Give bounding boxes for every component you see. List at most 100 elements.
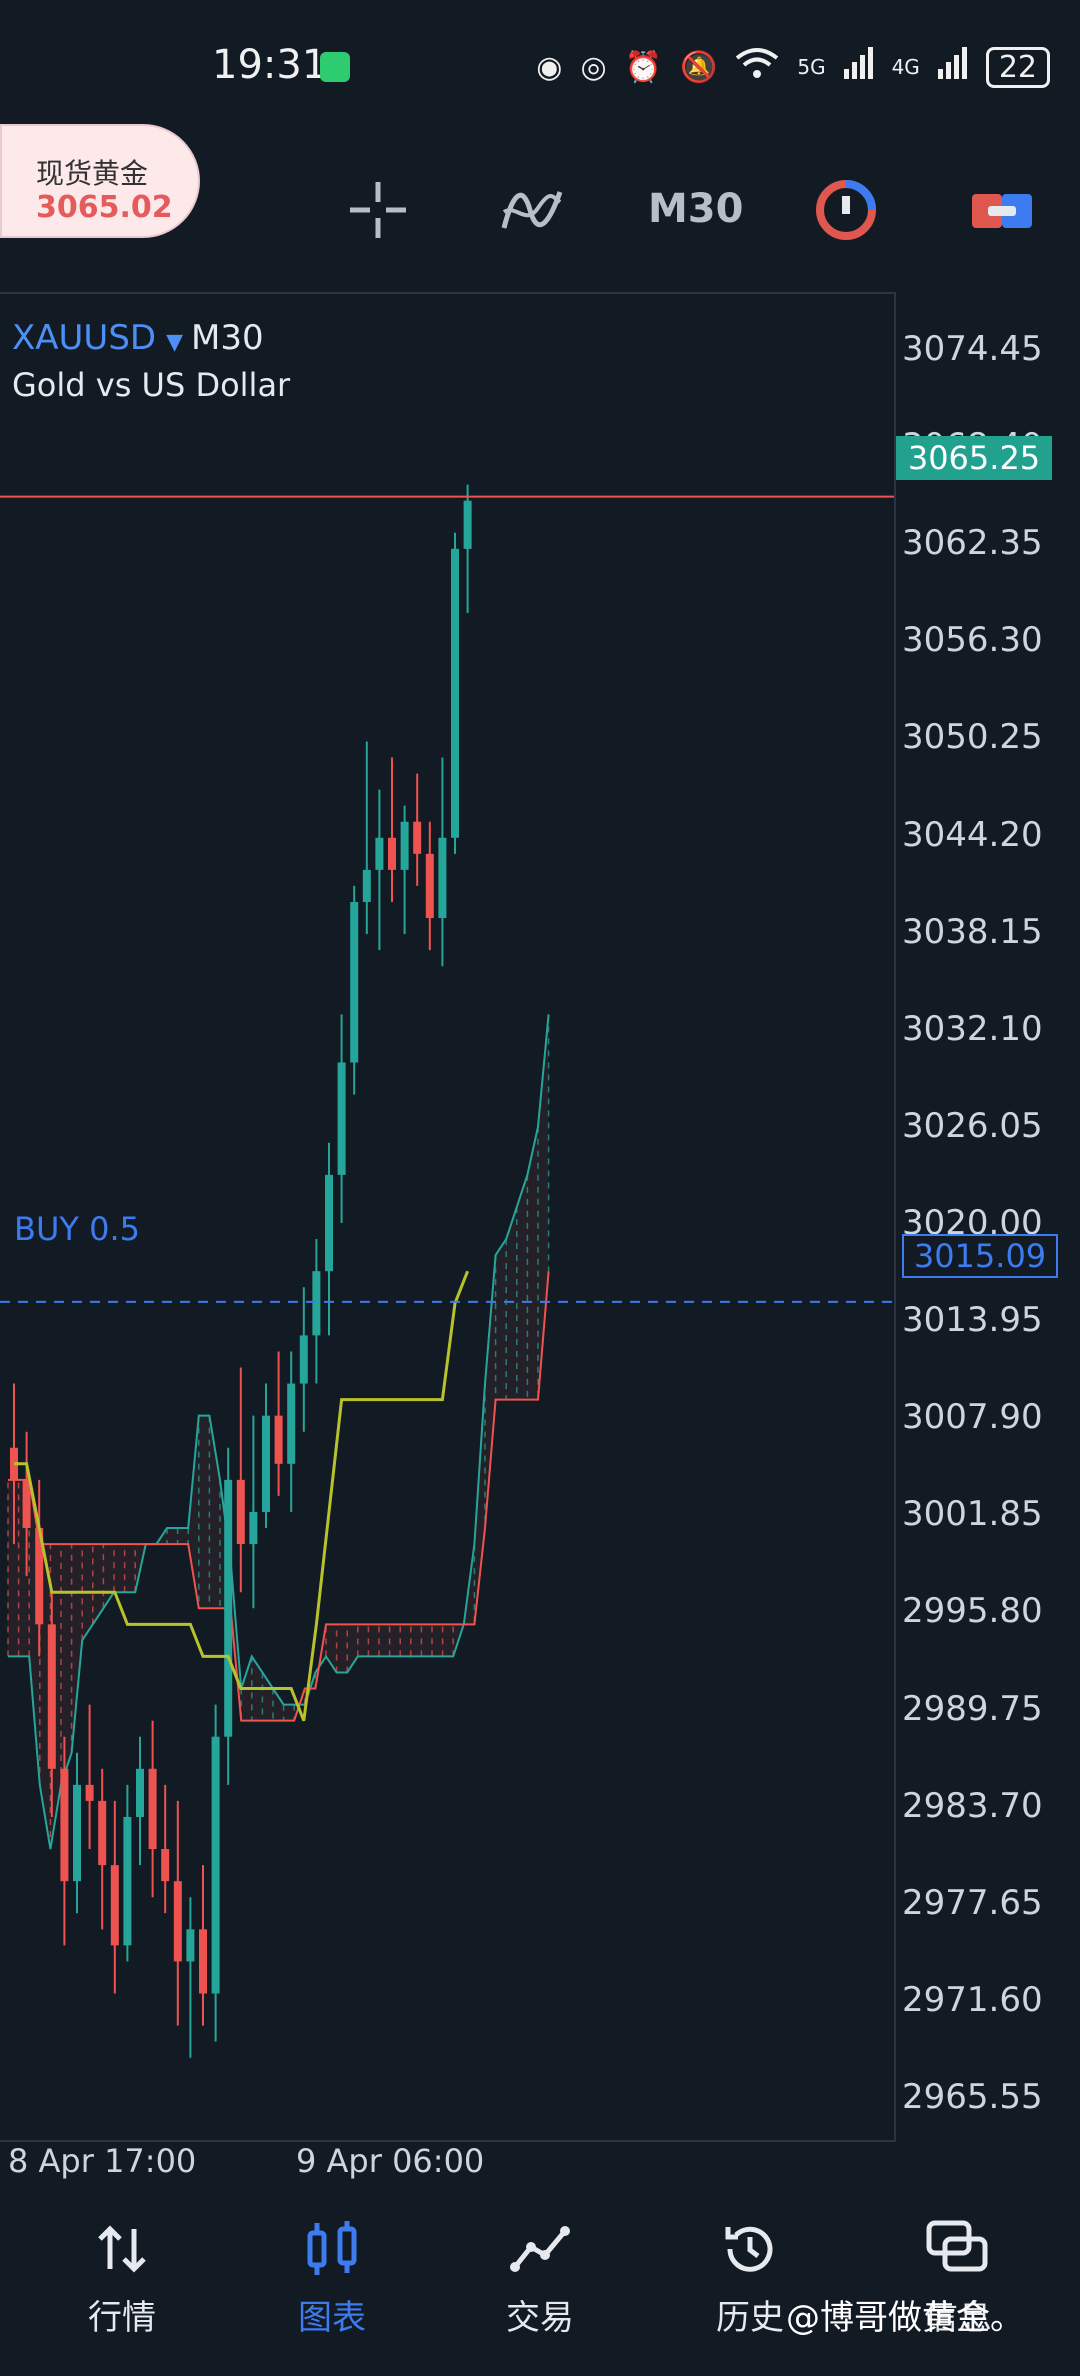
candle-body [438, 837, 447, 919]
candle-body [325, 1174, 333, 1272]
candle-body [274, 1415, 283, 1464]
buy-order-price-tag[interactable]: 3015.09 [902, 1234, 1058, 1278]
battery-indicator: 22 [985, 46, 1050, 88]
bottom-nav: 行情 图表 交易 历史 信息 [0, 2200, 1080, 2376]
ichimoku-cloud [8, 1014, 549, 1850]
candle-body [463, 500, 472, 549]
nav-history-label: 历史 [716, 2298, 784, 2338]
messages-icon [926, 2220, 988, 2272]
status-icons: ◉ ◎ ⏰ 🔕 5G 4G 22 [536, 46, 1050, 88]
price-tick-label: 3056.30 [902, 620, 1043, 661]
candle-body [35, 1528, 44, 1625]
time-label-0: 8 Apr 17:00 [8, 2142, 197, 2180]
symbol-price: 3065.02 [36, 190, 173, 225]
symbol-name: 现货黄金 [36, 157, 149, 190]
nav-history[interactable]: 历史 [680, 2214, 820, 2339]
symbol-dropdown-icon[interactable]: ▼ [166, 330, 184, 355]
signal-bars-2-icon [937, 47, 968, 87]
price-tick-label: 3050.25 [902, 717, 1043, 758]
chart-toolbar: 现货黄金 3065.02 M30 [0, 110, 1080, 290]
alarm-icon: ⏰ [624, 49, 662, 85]
candle-body [85, 1784, 94, 1801]
candle-body [262, 1415, 270, 1512]
current-price-tag: 3065.25 [896, 436, 1052, 480]
chart-type-icon [816, 180, 876, 240]
trade-toggle-icon [972, 194, 1032, 228]
price-tick-label: 2989.75 [902, 1688, 1043, 1729]
candle-body [199, 1929, 207, 1994]
data-saver-icon: ◉ [536, 49, 563, 85]
candle-body [236, 1479, 245, 1545]
price-tick-label: 2983.70 [902, 1785, 1043, 1826]
trade-icon [510, 2226, 570, 2272]
price-tick-label: 3032.10 [902, 1008, 1043, 1049]
candle-body [425, 853, 434, 919]
kijun-sen-line [14, 1270, 469, 1722]
legend-description: Gold vs US Dollar [12, 366, 291, 404]
watermark: @博哥做黄金。 [786, 2298, 1024, 2338]
status-time: 19:31 [212, 42, 328, 88]
signal-4g-label: 4G [891, 55, 920, 79]
indicators-button[interactable] [492, 170, 572, 250]
candle-body [287, 1383, 296, 1464]
nav-messages[interactable]: 信息 [888, 2214, 1028, 2339]
price-chart[interactable] [0, 292, 894, 2138]
price-tick-label: 3062.35 [902, 523, 1043, 564]
wifi-icon [735, 46, 779, 88]
nav-quotes[interactable]: 行情 [52, 2214, 192, 2339]
candle-body [451, 548, 459, 838]
senkou-span-a-line [8, 1014, 550, 1850]
price-tick-label: 3026.05 [902, 1105, 1043, 1146]
candle-body [123, 1816, 132, 1946]
candle-body [299, 1335, 308, 1384]
candle-body [312, 1271, 321, 1336]
mute-icon: 🔕 [679, 49, 718, 85]
eye-icon: ◎ [580, 49, 607, 85]
price-tick-label: 2995.80 [902, 1591, 1043, 1632]
history-icon [725, 2226, 773, 2272]
price-tick-label: 3007.90 [902, 1397, 1043, 1438]
candle-body [148, 1768, 157, 1850]
candle-body [136, 1768, 144, 1817]
candle-body [173, 1881, 182, 1962]
crosshair-button[interactable] [338, 170, 418, 250]
candle-body [388, 837, 396, 870]
nav-chart[interactable]: 图表 [262, 2214, 402, 2339]
candle-body [211, 1736, 220, 1994]
senkou-span-b-line [8, 1271, 550, 1722]
symbol-card[interactable]: 现货黄金 3065.02 [0, 124, 200, 238]
candle-body [337, 1062, 346, 1175]
signal-bars-icon [843, 47, 874, 87]
candle-body [110, 1865, 119, 1946]
candle-body [22, 1479, 31, 1529]
price-tick-label: 2971.60 [902, 1979, 1043, 2020]
price-tick-label: 3038.15 [902, 911, 1043, 952]
price-tick-label: 3074.45 [902, 328, 1043, 369]
legend-symbol[interactable]: XAUUSD [12, 318, 157, 358]
nav-messages-label: 信息 [924, 2298, 992, 2338]
time-label-1: 9 Apr 06:00 [296, 2142, 485, 2180]
nav-chart-label: 图表 [298, 2298, 366, 2338]
candle-body [60, 1768, 69, 1882]
candle-body [375, 837, 384, 870]
hourglass-icon [320, 52, 350, 82]
trade-toggle-button[interactable] [962, 170, 1042, 250]
candle-body [350, 901, 359, 1063]
price-tick-label: 3001.85 [902, 1494, 1043, 1535]
buy-order-label[interactable]: BUY 0.5 [14, 1210, 140, 1248]
candle-body [161, 1849, 170, 1882]
price-tick-label: 2977.65 [902, 1882, 1043, 1923]
chart-type-button[interactable] [806, 170, 886, 250]
candle-body [400, 821, 409, 870]
chart-icon [307, 2221, 357, 2275]
candle-body [413, 821, 422, 854]
price-tick-label: 3044.20 [902, 814, 1043, 855]
nav-quotes-label: 行情 [88, 2298, 156, 2338]
chart-frame[interactable] [0, 292, 896, 2142]
quotes-icon [98, 2225, 146, 2273]
nav-trade[interactable]: 交易 [470, 2214, 610, 2339]
nav-trade-label: 交易 [506, 2298, 574, 2338]
timeframe-button[interactable]: M30 [648, 186, 744, 232]
candle-body [224, 1479, 233, 1737]
candle-body [362, 869, 371, 902]
